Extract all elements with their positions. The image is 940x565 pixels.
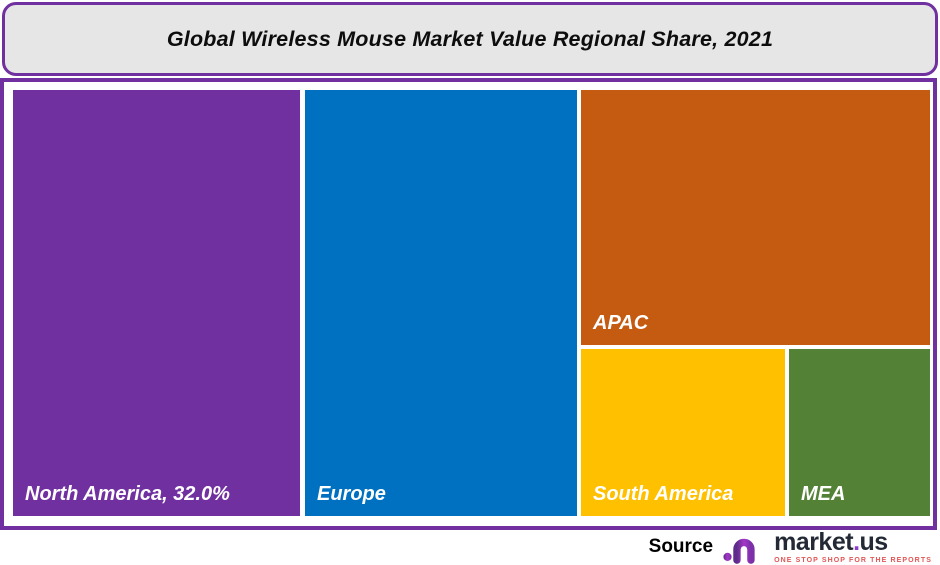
treemap-tile-north-america: North America, 32.0% [13, 90, 300, 516]
chart-title: Global Wireless Mouse Market Value Regio… [166, 26, 774, 51]
brand-name-dot: . [853, 527, 860, 556]
source-label: Source [648, 535, 714, 557]
brand-name: market.us [774, 527, 932, 556]
brand-text: market.us ONE STOP SHOP FOR THE REPORTS [774, 527, 932, 564]
tile-label-mea: MEA [801, 483, 846, 505]
brand-name-main: market [774, 527, 854, 556]
brand-tagline: ONE STOP SHOP FOR THE REPORTS [774, 556, 932, 564]
brand-name-tld: us [859, 527, 889, 556]
tile-label-apac: APAC [593, 312, 649, 334]
market-us-logo: market.us ONE STOP SHOP FOR THE REPORTS [723, 529, 932, 565]
tile-label-europe: Europe [317, 483, 386, 505]
market-us-wave-icon [723, 531, 770, 564]
treemap-tile-south-america: South America [581, 349, 785, 516]
treemap-tile-mea: MEA [789, 349, 930, 516]
treemap-tile-europe: Europe [305, 90, 577, 516]
treemap-tile-apac: APAC [581, 90, 930, 345]
source-attribution: Source market.us ONE STOP SHOP FOR THE R… [0, 528, 932, 565]
chart-title-box: Global Wireless Mouse Market Value Regio… [2, 2, 938, 76]
tile-label-south-america: South America [593, 483, 734, 505]
tile-label-north-america: North America, 32.0% [25, 483, 230, 505]
